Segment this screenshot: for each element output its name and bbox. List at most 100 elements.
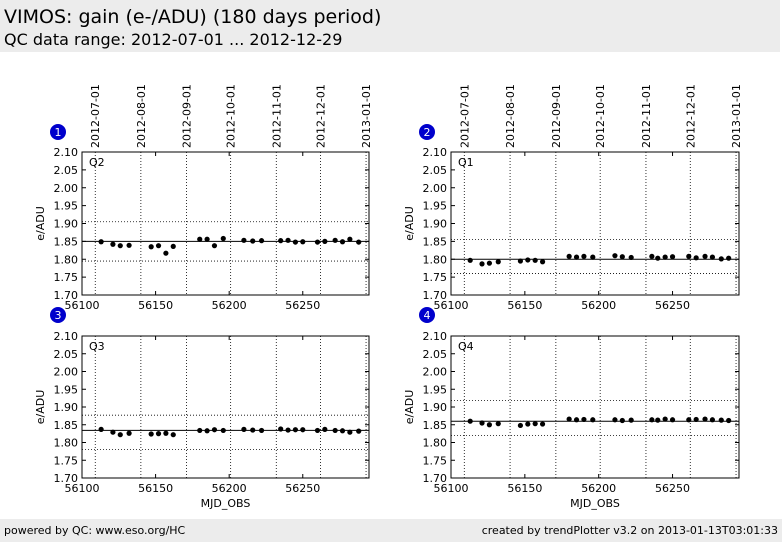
data-point [148,431,154,437]
x-tick-label: 56100 [434,482,469,495]
y-tick-label: 1.90 [423,218,448,231]
data-point [628,254,634,261]
date-tick-label: 2012-08-01 [504,84,517,148]
data-point [649,417,655,423]
data-point [285,237,291,243]
data-point [525,421,531,427]
data-point [532,421,538,427]
x-axis-label: MJD_OBS [201,497,251,510]
data-point [170,243,176,249]
data-point [566,416,572,422]
data-point [486,260,492,266]
data-point [322,426,328,432]
date-tick-label: 2012-07-01 [89,84,102,148]
data-point [332,237,338,243]
data-point [292,427,299,433]
data-point [662,254,668,260]
data-point [170,432,176,438]
x-tick-label: 56150 [507,482,542,495]
data-point [356,428,362,434]
data-point [479,261,485,267]
x-tick-label: 56100 [65,482,100,495]
data-point [347,236,353,242]
data-point [532,257,538,263]
data-point [163,430,169,436]
y-tick-label: 2.00 [423,366,448,379]
data-point [525,257,531,263]
data-point [220,427,226,434]
x-axis-label: MJD_OBS [570,497,620,510]
data-point [300,239,306,245]
y-tick-label: 2.00 [54,182,79,195]
data-point [339,428,346,434]
data-point [718,417,724,423]
data-point [573,254,580,260]
y-tick-label: 1.85 [54,419,79,432]
data-point [612,253,618,259]
data-point [517,422,524,429]
x-tick-label: 56250 [655,482,690,495]
data-point [693,255,699,261]
data-point [250,427,256,433]
panel-label: Q3 [89,340,105,353]
x-tick-label: 56150 [138,482,173,495]
y-tick-label: 2.10 [423,146,448,159]
data-point [467,257,473,263]
data-point [197,427,203,434]
date-tick-label: 2012-09-01 [550,84,563,148]
data-point [250,238,256,244]
date-tick-label: 2012-11-01 [640,84,653,148]
data-point [655,417,661,423]
data-point [479,420,485,426]
y-tick-label: 1.80 [423,437,448,450]
data-point [241,426,247,432]
data-point [669,417,676,423]
data-point [517,258,524,264]
date-tick-label: 2013-01-01 [730,84,743,148]
page-title: VIMOS: gain (e-/ADU) (180 days period) [4,6,382,28]
chart-panel-2: 1.70 1.75 1.80 1.85 1.90 1.95 2.00 2.05 2.10 5610… [403,84,743,312]
data-point [155,431,162,437]
data-point [347,429,353,435]
y-tick-label: 1.95 [54,200,79,213]
data-point [539,421,546,427]
y-tick-label: 1.75 [54,271,79,284]
data-point [702,253,708,259]
data-point [278,426,284,432]
y-tick-label: 2.05 [423,164,448,177]
x-tick-label: 56250 [285,482,320,495]
chart-panel-4: 1.70 1.75 1.80 1.85 1.90 1.95 2.00 2.05 2.10 5610… [403,307,740,510]
panel-label: Q2 [89,156,105,169]
data-point [300,427,306,433]
x-tick-label: 56200 [581,482,616,495]
data-point [628,417,634,423]
plot-frame [81,151,370,296]
y-tick-label: 1.70 [423,472,448,485]
data-point [314,239,321,245]
data-point [148,244,154,250]
data-point [258,238,265,244]
data-point [292,239,299,245]
data-point [693,416,699,423]
data-point [573,417,580,423]
data-point [726,255,732,261]
data-point [590,254,596,260]
y-tick-label: 2.10 [54,330,79,343]
y-tick-label: 1.90 [423,401,448,414]
data-point [211,243,218,249]
data-point [197,236,203,242]
panel-badge [50,124,66,140]
panel-badge [419,307,435,323]
data-point [539,259,546,265]
y-tick-label: 2.05 [54,164,79,177]
footer-bar: powered by QC: www.eso.org/HC created by… [0,519,782,542]
y-axis-label: e/ADU [403,206,416,241]
data-point [686,253,692,259]
data-point [702,416,708,422]
y-tick-label: 2.00 [423,182,448,195]
y-axis-label: e/ADU [34,206,47,241]
page-subtitle: QC data range: 2012-07-01 ... 2012-12-29 [4,30,343,49]
data-point [709,254,716,260]
y-tick-label: 1.85 [423,235,448,248]
chart-panel-3: 1.70 1.75 1.80 1.85 1.90 1.95 2.00 2.05 2.10 5610… [34,307,370,510]
